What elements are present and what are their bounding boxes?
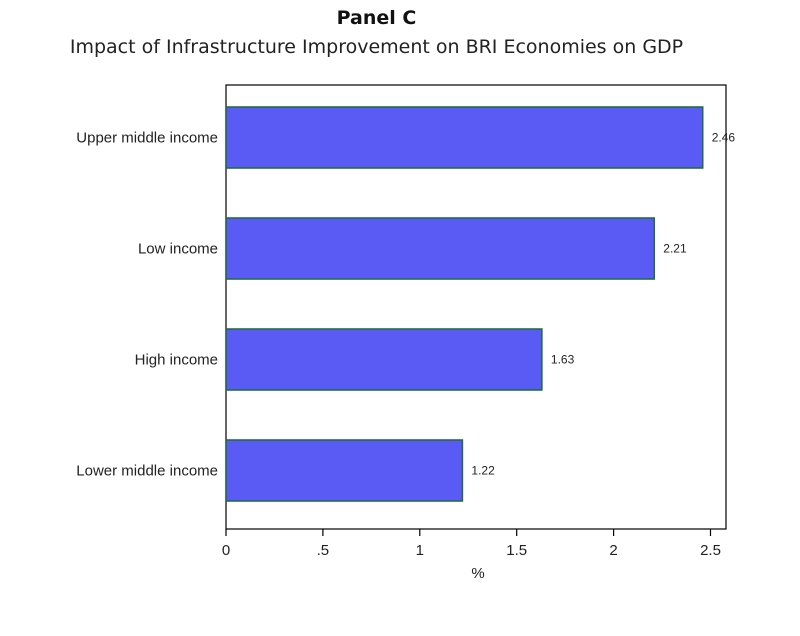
category-label: Lower middle income bbox=[76, 463, 218, 480]
chart-title: Panel C bbox=[336, 7, 417, 29]
bar bbox=[225, 439, 464, 502]
data-label: 2.21 bbox=[663, 242, 687, 256]
data-label: 2.46 bbox=[712, 131, 736, 145]
x-axis-title: % bbox=[471, 565, 484, 582]
category-label: High income bbox=[135, 352, 218, 369]
category-label: Low income bbox=[138, 241, 218, 258]
x-tick-label: .5 bbox=[317, 542, 330, 559]
x-tick-label: 2.5 bbox=[700, 542, 721, 559]
x-tick-label: 0 bbox=[222, 542, 230, 559]
chart-subtitle: Impact of Infrastructure Improvement on … bbox=[69, 36, 684, 58]
x-tick-label: 2 bbox=[609, 542, 617, 559]
bar bbox=[225, 106, 704, 169]
bar bbox=[225, 217, 656, 280]
data-label: 1.63 bbox=[551, 353, 575, 367]
bar bbox=[225, 328, 543, 391]
data-label: 1.22 bbox=[471, 464, 495, 478]
x-tick-label: 1.5 bbox=[506, 542, 527, 559]
category-label: Upper middle income bbox=[76, 130, 218, 147]
x-tick-label: 1 bbox=[416, 542, 424, 559]
